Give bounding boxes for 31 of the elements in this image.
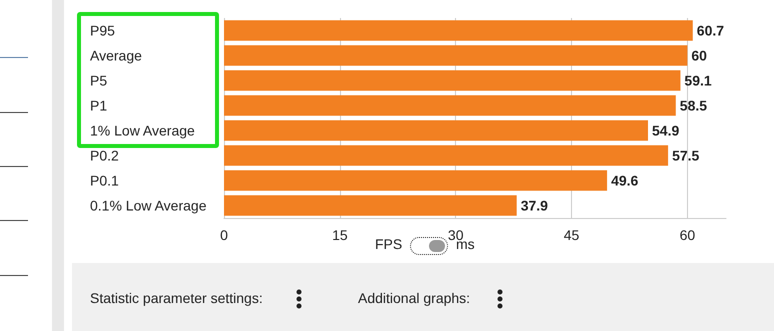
bar bbox=[224, 95, 676, 116]
y-tick-label: Average bbox=[90, 48, 142, 64]
x-tick-label: 0 bbox=[220, 227, 228, 243]
y-tick-label: P0.2 bbox=[90, 148, 120, 164]
data-label: 58.5 bbox=[680, 98, 708, 114]
bar bbox=[224, 120, 648, 141]
data-label: 37.9 bbox=[520, 198, 548, 214]
y-tick-label: P1 bbox=[90, 98, 108, 114]
data-label: 49.6 bbox=[611, 172, 639, 188]
bar bbox=[224, 170, 608, 191]
x-tick-label: 60 bbox=[680, 227, 696, 243]
bar bbox=[224, 20, 693, 41]
y-tick-label: 1% Low Average bbox=[90, 122, 196, 138]
bar bbox=[224, 195, 517, 216]
x-tick-label: 45 bbox=[564, 227, 580, 243]
data-label: 57.5 bbox=[672, 148, 700, 164]
text: Statistic parameter settings: bbox=[90, 290, 263, 306]
x-tick-label: 15 bbox=[332, 227, 348, 243]
data-label: 60 bbox=[691, 48, 708, 64]
y-tick-label: P5 bbox=[90, 72, 108, 88]
y-tick-label: P95 bbox=[90, 22, 116, 38]
data-label: 60.7 bbox=[696, 22, 724, 38]
bar bbox=[224, 145, 668, 166]
data-label: 54.9 bbox=[652, 122, 680, 138]
bar bbox=[224, 70, 680, 91]
y-tick-label: 0.1% Low Average bbox=[90, 198, 207, 214]
text: FPS bbox=[375, 236, 402, 252]
y-tick-label: P0.1 bbox=[90, 172, 120, 188]
data-label: 59.1 bbox=[684, 72, 712, 88]
bar bbox=[224, 45, 688, 66]
text: Additional graphs: bbox=[358, 290, 470, 306]
